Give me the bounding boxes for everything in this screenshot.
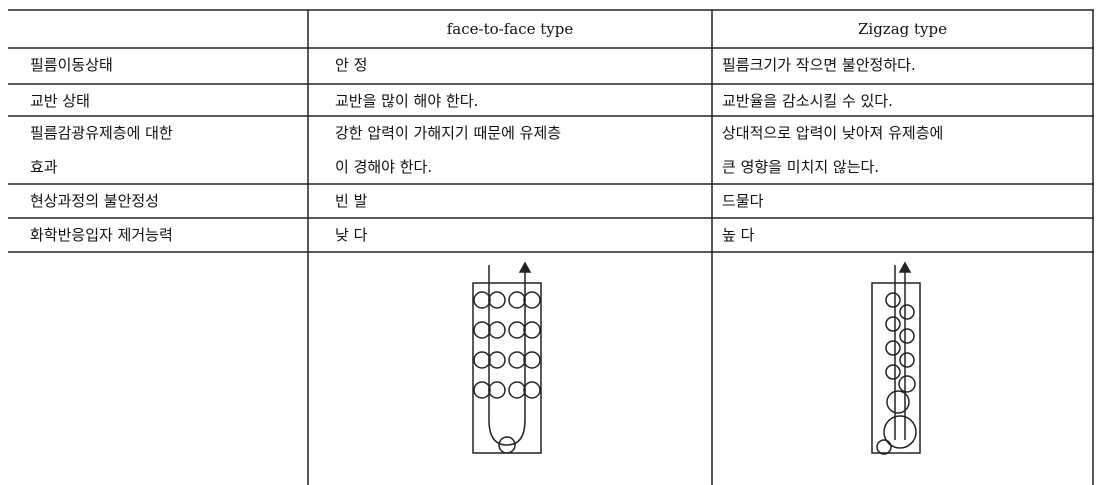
table-cell: 상대적으로 압력이 낮아져 유제층에 <box>722 124 944 142</box>
table-cell: 강한 압력이 가해지기 때문에 유제층 <box>335 124 562 142</box>
table-cell: 드물다 <box>722 192 764 210</box>
table-cell: 필름크기가 작으면 불안정하다. <box>722 56 916 74</box>
table-cell: 현상과정의 불안정성 <box>30 192 159 210</box>
table-cell: 빈 발 <box>335 192 368 210</box>
table-cell: 효과 <box>30 158 58 176</box>
header-cell: Zigzag type <box>857 20 948 38</box>
face-to-face-diagram <box>472 261 542 454</box>
table-cell: 교반을 많이 해야 한다. <box>335 92 479 110</box>
table-cell: 이 경해야 한다. <box>335 158 433 176</box>
table-cell: 교반 상태 <box>30 92 90 110</box>
table-cell: 교반율을 감소시킬 수 있다. <box>722 92 893 110</box>
table-cell: 낮 다 <box>335 226 368 244</box>
table-cell: 큰 영향을 미치지 않는다. <box>722 158 880 176</box>
zigzag-diagram <box>871 261 921 455</box>
table-cell: 필름이동상태 <box>30 56 113 74</box>
table-cell: 안 정 <box>335 56 368 74</box>
table-cell: 높 다 <box>722 226 755 244</box>
header-cell: face-to-face type <box>446 20 574 38</box>
table-cell: 필름감광유제층에 대한 <box>30 124 173 142</box>
table-cell: 화학반응입자 제거능력 <box>30 226 173 244</box>
grid <box>8 9 1094 485</box>
